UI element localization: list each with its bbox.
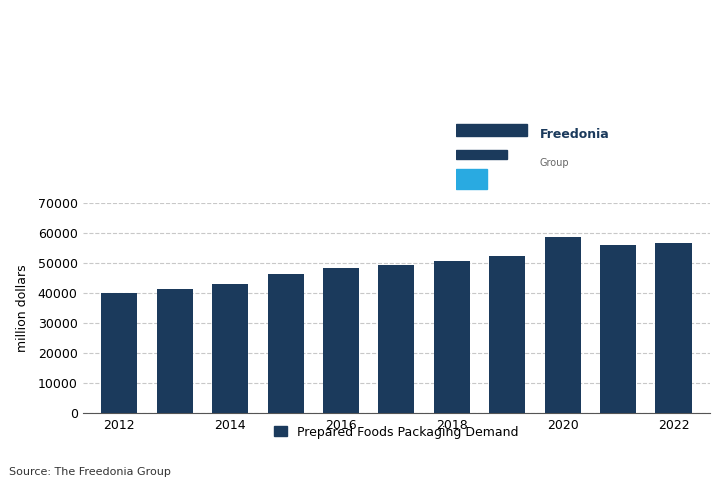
Bar bbox=[456, 150, 507, 159]
Bar bbox=[456, 169, 487, 189]
Legend: Prepared Foods Packaging Demand: Prepared Foods Packaging Demand bbox=[274, 426, 518, 438]
Bar bbox=[600, 245, 636, 413]
Bar bbox=[544, 237, 581, 413]
Text: Figure 3-1.
Prepared Foods Packaging Demand,
2012 – 2022
(million dollars): Figure 3-1. Prepared Foods Packaging Dem… bbox=[9, 8, 248, 78]
Text: Freedonia: Freedonia bbox=[539, 128, 610, 141]
Bar bbox=[655, 243, 691, 413]
Text: Group: Group bbox=[539, 158, 569, 168]
Bar bbox=[489, 256, 525, 413]
Bar bbox=[212, 284, 248, 413]
Y-axis label: million dollars: million dollars bbox=[17, 265, 30, 352]
Bar bbox=[156, 290, 193, 413]
Bar bbox=[323, 268, 359, 413]
Text: Source: The Freedonia Group: Source: The Freedonia Group bbox=[9, 467, 171, 477]
Bar bbox=[456, 124, 527, 136]
Bar bbox=[101, 293, 138, 413]
Bar bbox=[379, 265, 414, 413]
Bar bbox=[434, 261, 470, 413]
Bar bbox=[268, 275, 303, 413]
